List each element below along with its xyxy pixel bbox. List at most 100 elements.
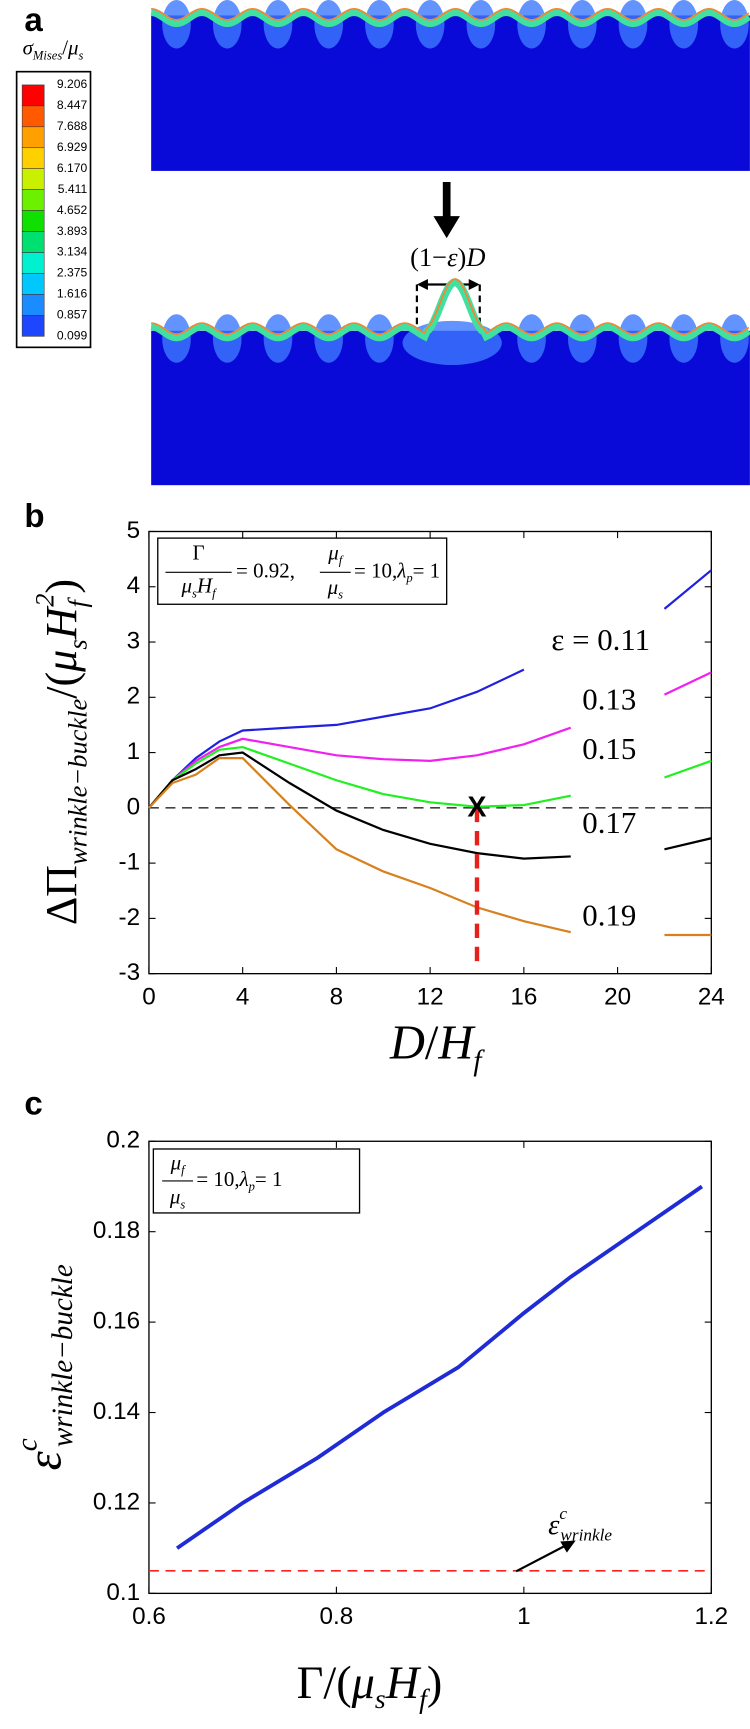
label-part: μ — [327, 540, 339, 564]
label-part: s — [180, 1197, 185, 1211]
label-part: H — [385, 1658, 422, 1709]
label-part: μ — [169, 1184, 181, 1208]
label-part: / — [425, 1017, 439, 1070]
y-tick-label: 5 — [127, 517, 141, 544]
colorbar-label: 8.447 — [57, 98, 88, 112]
label-part: μ — [351, 1658, 375, 1709]
colorbar-label: 5.411 — [58, 182, 88, 196]
y-tick-label: 0.16 — [93, 1308, 140, 1335]
label-part: s — [62, 639, 92, 649]
y-tick-label: -2 — [119, 904, 141, 931]
series-line — [148, 726, 572, 809]
colorbar-label: 6.170 — [57, 161, 88, 175]
label-part: s — [375, 1684, 386, 1715]
inset-box — [157, 537, 448, 605]
colorbar-label: 6.929 — [57, 140, 88, 154]
series-label: 0.15 — [582, 731, 636, 766]
y-tick-label: 0.12 — [93, 1488, 140, 1515]
colorbar-label: 7.688 — [57, 119, 88, 133]
colorbar-swatch — [21, 252, 45, 274]
panel-label: c — [24, 1086, 42, 1123]
colorbar-swatch — [21, 210, 45, 232]
x-tick-label: 24 — [698, 983, 725, 1010]
y-tick-label: 0.1 — [106, 1579, 140, 1606]
inset-text: μf — [327, 540, 344, 567]
y-tick-label: 3 — [127, 627, 141, 654]
label-part: (1− — [410, 242, 447, 272]
film — [150, 8, 750, 28]
series-line — [148, 668, 525, 809]
label-part: /( — [37, 672, 86, 699]
y-axis-label: ΔΠwrinkle−buckle/(μsHf2) — [30, 579, 93, 925]
plot-frame — [148, 1140, 712, 1595]
label-part: c — [559, 1504, 567, 1523]
series-line — [663, 671, 712, 696]
label-part: = 10, — [196, 1167, 239, 1191]
label-part: ε — [548, 1509, 560, 1541]
label-part: /( — [323, 1658, 351, 1709]
series-label: 0.13 — [582, 681, 636, 716]
x-tick-label: 12 — [417, 983, 444, 1010]
series-line — [663, 569, 713, 610]
label-part: D — [465, 242, 485, 272]
y-tick-label: -1 — [119, 849, 141, 876]
label-part: = 1 — [255, 1167, 283, 1191]
substrate — [151, 15, 750, 171]
colorbar-swatch — [21, 126, 45, 149]
label-part: λ — [396, 558, 406, 582]
x-axis-label: D/Hf — [389, 1017, 486, 1077]
series-line — [148, 756, 571, 934]
label-part: f — [212, 586, 217, 600]
label-part: f — [419, 1684, 430, 1715]
label-part: D — [389, 1017, 425, 1070]
colorbar-swatch — [21, 105, 45, 128]
label-part: ) — [427, 1658, 442, 1709]
colorbar-label: 9.206 — [57, 77, 88, 91]
dimension-label: (1−ε)D — [410, 242, 485, 272]
arrow-head — [468, 278, 480, 291]
x-tick-label: 0.6 — [132, 1603, 166, 1630]
inset-text: μf — [170, 1150, 187, 1177]
label-part: H — [437, 1017, 476, 1070]
label-part: H — [196, 574, 214, 598]
label-part: ΔΠ — [37, 865, 86, 925]
x-tick-label: 0.8 — [320, 1603, 354, 1630]
label-part: s — [192, 586, 197, 600]
series-line — [664, 759, 712, 779]
colorbar-swatch — [21, 189, 45, 211]
colorbar-label: 0.099 — [57, 329, 88, 343]
colorbar-label: 1.616 — [57, 287, 88, 301]
series-label: 0.19 — [582, 898, 636, 933]
colorbar-label: 0.857 — [57, 308, 88, 322]
inset-text: μs — [169, 1184, 186, 1211]
label-part: p — [248, 1180, 255, 1194]
inset-text: = 10,λp= 1 — [196, 1167, 282, 1194]
series-line — [175, 1184, 704, 1550]
series-label: ε = 0.11 — [551, 622, 650, 657]
label-part: μ — [37, 650, 86, 673]
series-label: 0.17 — [582, 805, 636, 840]
label-part: Mises — [32, 48, 62, 62]
x-tick-label: 8 — [330, 983, 344, 1010]
label-part: = 1 — [413, 558, 441, 582]
label-part: wrinkle — [560, 1525, 612, 1544]
colorbar-swatch — [21, 147, 45, 169]
label-part: ) — [458, 242, 467, 272]
label-part: c — [11, 1438, 43, 1451]
film-edge — [151, 7, 750, 21]
label-part: Γ — [297, 1658, 324, 1709]
x-tick-label: 20 — [604, 983, 631, 1010]
colorbar-swatch — [21, 168, 45, 190]
label-part: ε — [447, 242, 458, 272]
label-part: f — [473, 1045, 485, 1077]
y-tick-label: 2 — [127, 683, 141, 710]
x-axis-label: Γ/(μsHf) — [297, 1658, 443, 1716]
colorbar-swatch — [21, 84, 45, 107]
marker: X — [467, 792, 486, 824]
y-tick-label: 0.14 — [93, 1398, 140, 1425]
label-part: f — [339, 553, 344, 567]
label-part: = 0.92, — [236, 558, 295, 582]
annotation: εc wrinkle — [548, 1504, 612, 1544]
label-part: wrinkle−buckle — [47, 1264, 79, 1447]
